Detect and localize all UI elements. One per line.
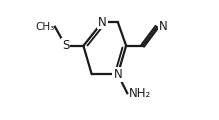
Text: S: S	[62, 39, 69, 52]
Text: N: N	[159, 20, 168, 33]
Text: NH₂: NH₂	[129, 87, 151, 100]
Text: CH₃: CH₃	[36, 22, 55, 32]
Text: N: N	[98, 16, 107, 29]
Text: N: N	[113, 68, 122, 81]
